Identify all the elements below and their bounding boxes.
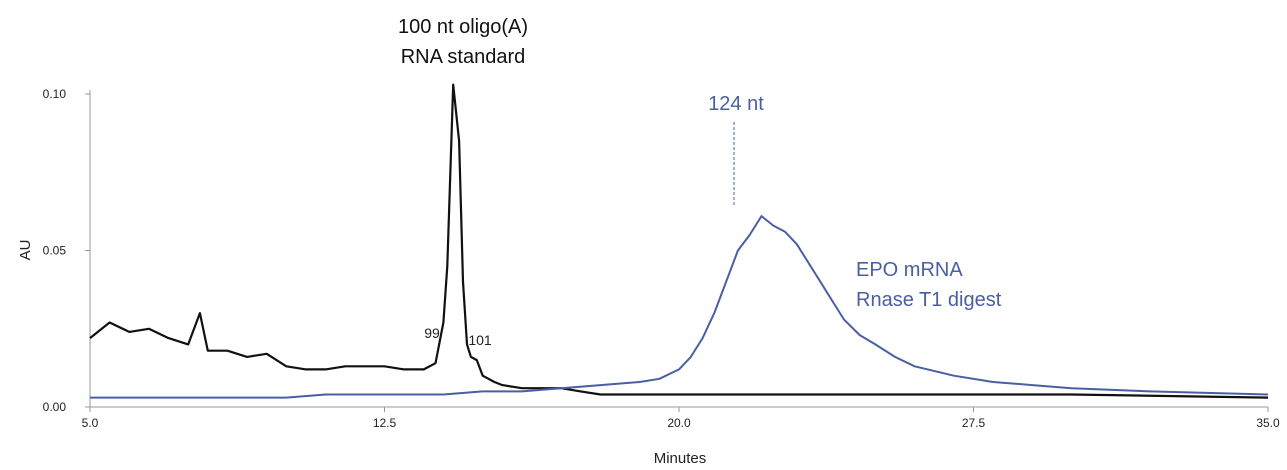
epo-peak-label: 124 nt	[708, 93, 764, 115]
x-axis-title: Minutes	[654, 450, 707, 467]
series-layer	[89, 83, 1269, 399]
epo-label-line2: Rnase T1 digest	[856, 289, 1002, 311]
y-tick-label: 0.05	[43, 244, 67, 258]
x-tick-label: 27.5	[962, 416, 986, 430]
x-ticks: 5.0 12.5 20.0 27.5 35.0	[82, 407, 1280, 430]
peak-101-label: 101	[468, 332, 492, 348]
standard-trace	[89, 83, 1269, 399]
y-tick-label: 0.00	[43, 400, 67, 414]
y-axis-title: AU	[17, 240, 34, 261]
standard-label-line1: 100 nt oligo(A)	[398, 16, 528, 38]
x-tick-label: 5.0	[82, 416, 99, 430]
standard-label-line2: RNA standard	[401, 46, 526, 68]
epo-trace	[90, 215, 1269, 399]
y-ticks: 0.00 0.05 0.10	[43, 87, 90, 414]
x-tick-label: 20.0	[667, 416, 691, 430]
x-tick-label: 35.0	[1256, 416, 1280, 430]
peak-99-label: 99	[424, 325, 440, 341]
y-tick-label: 0.10	[43, 87, 67, 101]
epo-label-line1: EPO mRNA	[856, 259, 963, 281]
axes	[89, 90, 1268, 408]
x-tick-label: 12.5	[373, 416, 397, 430]
